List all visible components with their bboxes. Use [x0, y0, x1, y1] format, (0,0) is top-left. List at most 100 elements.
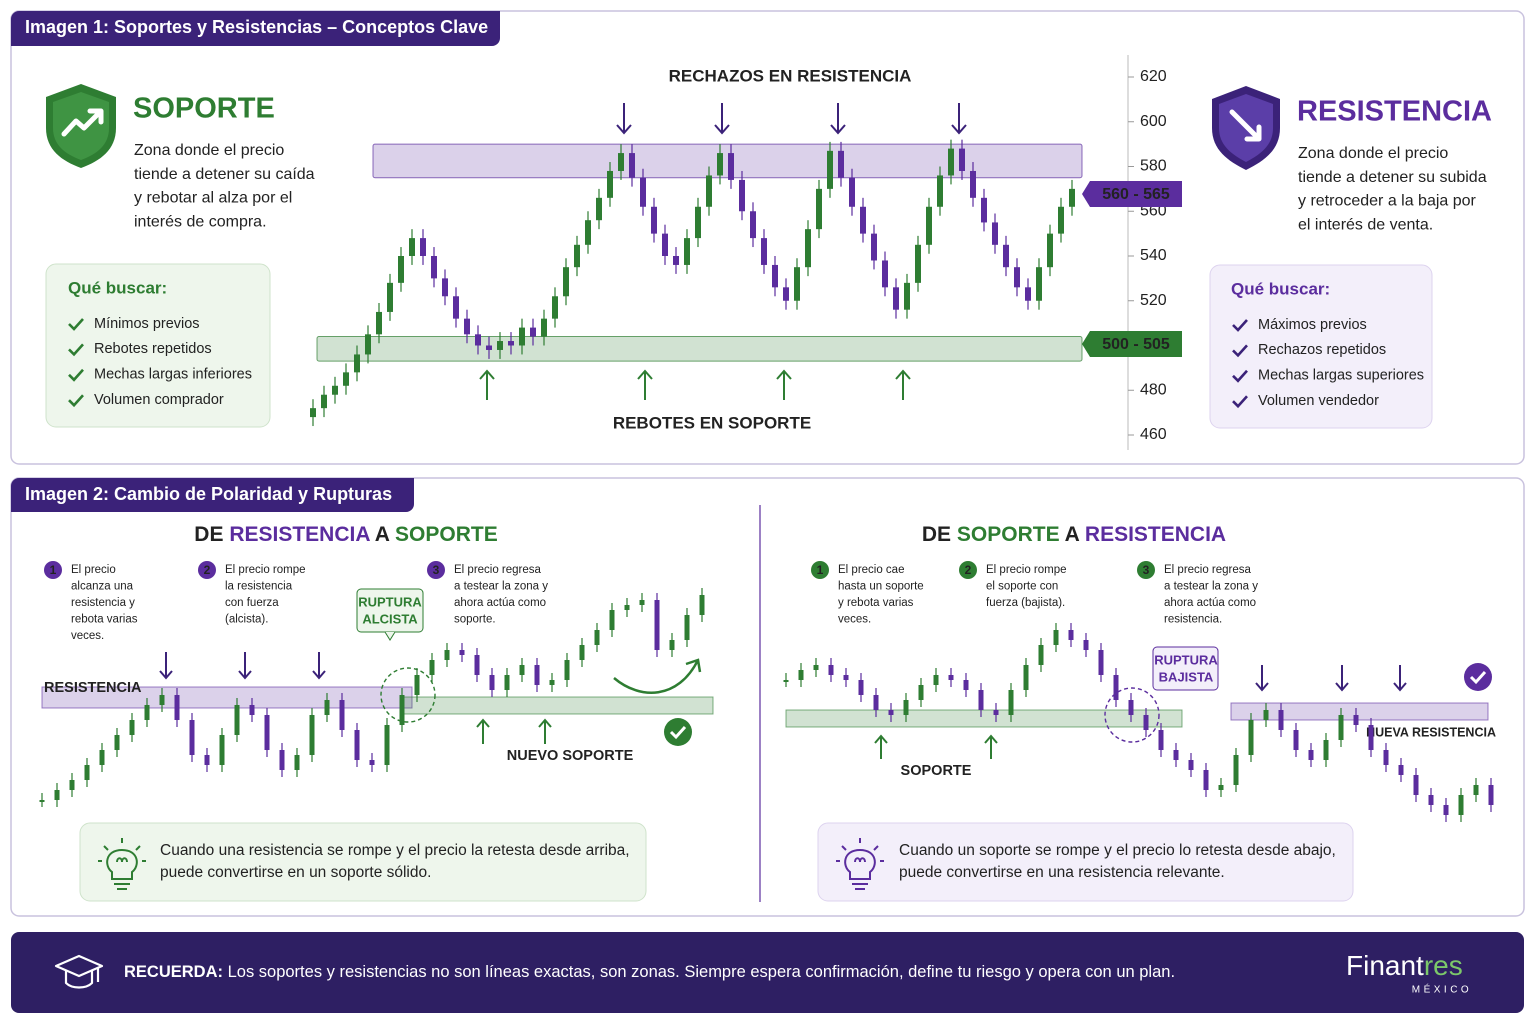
step-number: 1 [50, 563, 57, 577]
candle-body [310, 408, 316, 418]
candle-body [420, 238, 426, 256]
panel-tab [11, 478, 414, 512]
candle-body [1158, 730, 1164, 750]
step-text: alcanza una [71, 581, 134, 593]
candle-body [453, 296, 459, 319]
candle-body [1008, 690, 1014, 715]
candle-body [1308, 750, 1314, 760]
step-text: el soporte con [986, 581, 1058, 593]
candle-body [114, 735, 120, 750]
candle-body [728, 153, 734, 180]
candle-body [873, 695, 879, 710]
candle-body [309, 715, 315, 755]
candle-body [564, 660, 570, 680]
candle-body [1383, 750, 1389, 765]
candle-body [489, 675, 495, 690]
check-icon [68, 343, 84, 357]
candle-body [1248, 720, 1254, 755]
candle-body [963, 680, 969, 690]
panel-tab-title: Imagen 1: Soportes y Resistencias – Conc… [25, 17, 488, 37]
callout-pointer [384, 631, 396, 641]
checklist-item: Máximos previos [1258, 317, 1367, 333]
lightbulb-icon [98, 838, 146, 890]
y-tick-label: 460 [1140, 426, 1167, 443]
candle-body [414, 675, 420, 695]
rejection-arrows [159, 652, 326, 680]
support-icon [46, 84, 116, 168]
candle-body [249, 705, 255, 715]
candle-body [39, 800, 45, 802]
candle-body [948, 148, 954, 176]
step-badge [959, 561, 977, 579]
candle-body [264, 715, 270, 750]
title-part: DE [194, 523, 223, 546]
zone [1230, 702, 1489, 721]
checklist-item: Mínimos previos [94, 316, 200, 332]
check-icon [1232, 344, 1248, 358]
candle-body [174, 695, 180, 720]
candle-body [1203, 770, 1209, 790]
candle-body [838, 150, 844, 178]
candle-body [585, 220, 591, 245]
check-mark [1469, 670, 1487, 685]
candle-body [978, 690, 984, 710]
candle-body [549, 680, 555, 685]
candle-body [706, 175, 712, 207]
candle-body [474, 655, 480, 675]
callout-box [1152, 646, 1219, 691]
note-text: puede convertirse en una resistencia rel… [899, 864, 1225, 881]
candle-body [442, 278, 448, 297]
step-text: con fuerza [225, 597, 279, 609]
candle-body [541, 318, 547, 337]
zone-label: SOPORTE [901, 763, 972, 779]
zone [785, 709, 1183, 728]
candle-body [893, 287, 899, 310]
candle-body [915, 244, 921, 283]
check-icon [664, 718, 692, 746]
callout-text: BAJISTA [1159, 669, 1214, 684]
step-text: veces. [838, 614, 871, 626]
candle-body [1003, 244, 1009, 268]
step-text: a testear la zona y [1164, 581, 1258, 593]
candle-body [993, 710, 999, 715]
step-text: ahora actúa como [1164, 597, 1256, 609]
candle-body [750, 211, 756, 239]
candle-body [1368, 725, 1374, 750]
candle-body [399, 695, 405, 725]
candle-body [129, 720, 135, 735]
candle-body [464, 318, 470, 335]
checklist-box [1209, 264, 1433, 429]
step-text: El precio cae [838, 564, 904, 576]
candle-body [354, 354, 360, 373]
candle-body [519, 327, 525, 346]
step-number: 2 [204, 563, 211, 577]
checklist-box [45, 263, 271, 428]
candle-body [828, 665, 834, 675]
zone-label-box [1082, 181, 1182, 207]
step-number: 3 [433, 563, 440, 577]
y-tick-label: 480 [1140, 381, 1167, 398]
brand-part: res [1424, 950, 1463, 981]
candle-body [365, 334, 371, 355]
chart-annotation: REBOTES EN SOPORTE [613, 413, 811, 432]
candle-body [475, 334, 481, 346]
candle-body [189, 720, 195, 755]
description-line: el interés de venta. [1298, 216, 1433, 233]
candle-body [444, 650, 450, 660]
description-line: interés de compra. [134, 213, 267, 230]
candle-body [699, 595, 705, 615]
candle-body [1058, 206, 1064, 234]
candle-body [384, 725, 390, 765]
candle-body [99, 750, 105, 765]
candle-body [827, 150, 833, 189]
checklist-item: Rebotes repetidos [94, 341, 212, 357]
checklist-item: Mechas largas inferiores [94, 367, 252, 383]
check-icon [68, 368, 84, 382]
title-part: A [1065, 523, 1080, 546]
y-tick-label: 620 [1140, 68, 1167, 85]
candle-body [662, 233, 668, 256]
panel-frame [10, 477, 1525, 917]
candle-body [816, 188, 822, 230]
description-line: Zona donde el precio [134, 142, 284, 159]
